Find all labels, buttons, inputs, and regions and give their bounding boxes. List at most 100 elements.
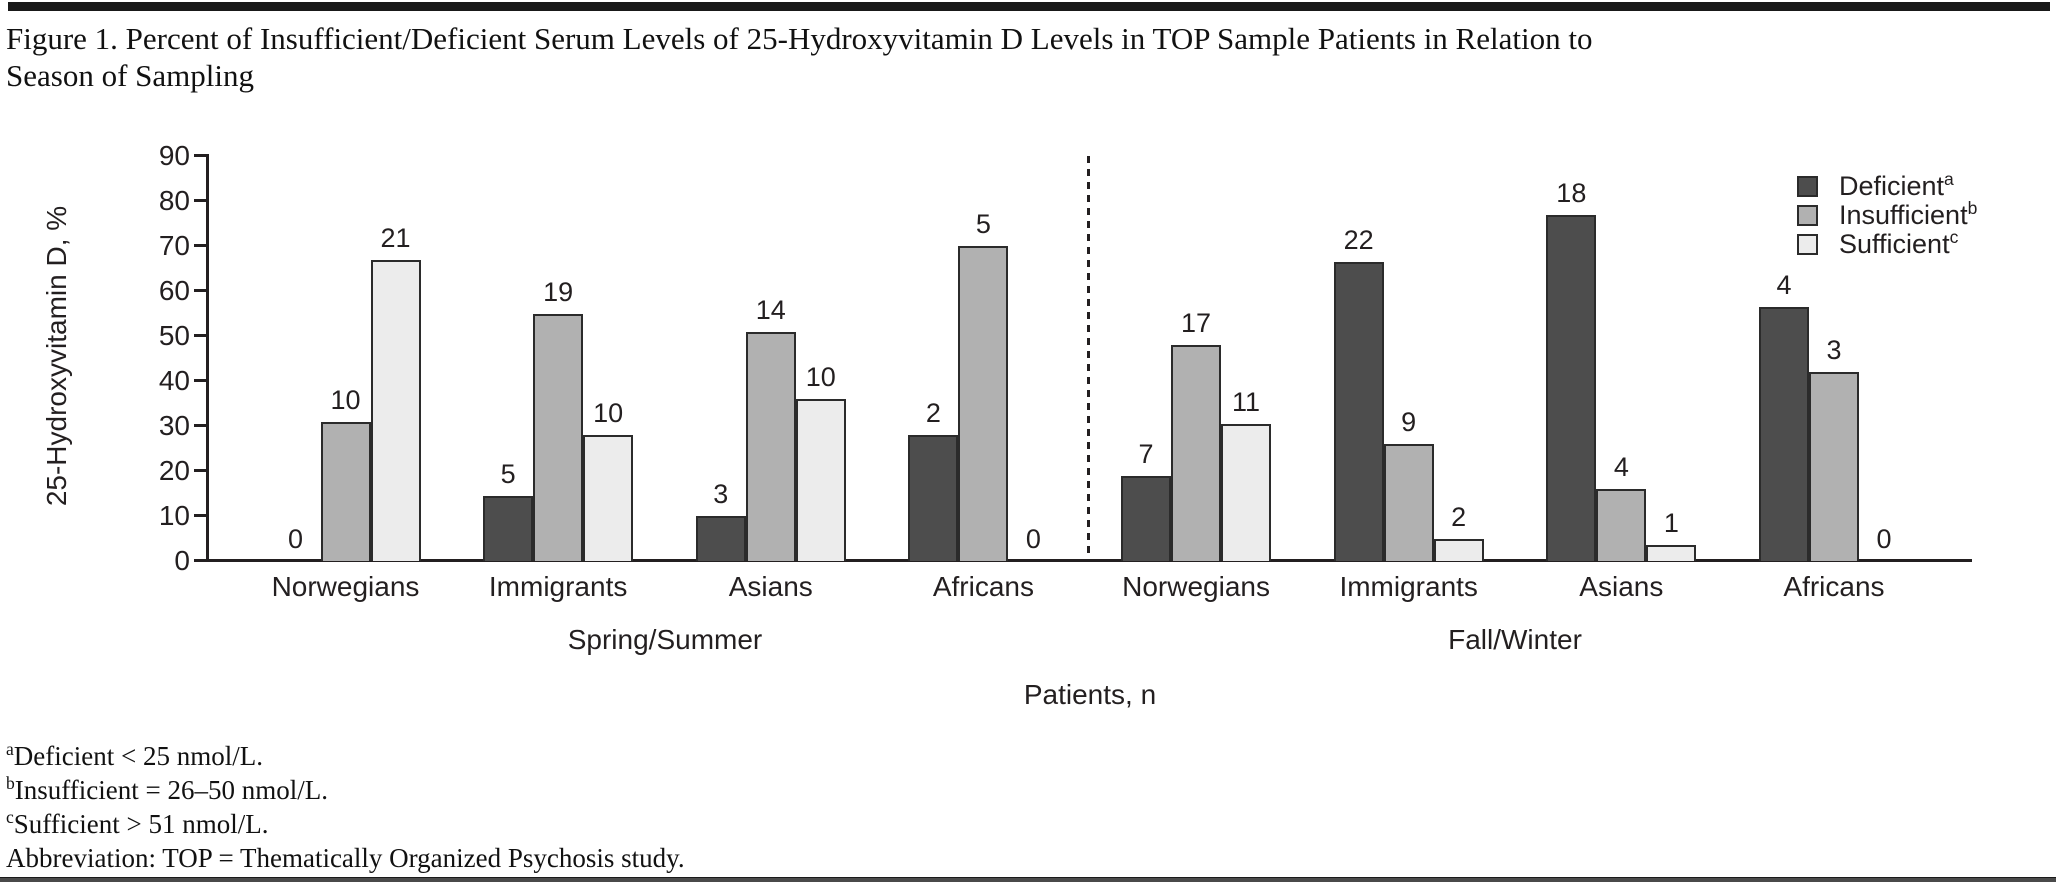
count-label-spring-summer-africans-insufficient: 5 [975, 209, 991, 239]
figure-title: Figure 1. Percent of Insufficient/Defici… [6, 21, 1593, 93]
top-border-rule [8, 2, 2050, 11]
bar-spring-summer-africans-insufficient [958, 246, 1009, 561]
y-tick-10 [194, 514, 206, 517]
count-label-fall-winter-norwegians-deficient: 7 [1138, 438, 1154, 469]
y-axis-title: 25-Hydroxyvitamin D, % [41, 205, 72, 507]
count-label-spring-summer-africans-sufficient: 0 [1025, 524, 1041, 554]
y-tick-0 [194, 559, 206, 562]
bar-spring-summer-africans-deficient [908, 435, 959, 561]
bottom-border-rule [0, 877, 2056, 882]
count-label-fall-winter-africans-insufficient: 3 [1826, 335, 1842, 365]
season-label-spring-summer: Spring/Summer [567, 624, 763, 655]
footnote-insufficient: bInsufficient = 26–50 nmol/L. [6, 773, 328, 805]
count-label-fall-winter-immigrants-insufficient: 9 [1401, 407, 1417, 437]
count-label-fall-winter-immigrants-sufficient: 2 [1451, 501, 1467, 532]
legend-swatch-sufficient [1797, 234, 1818, 255]
bar-fall-winter-immigrants-deficient [1333, 261, 1384, 561]
season-label-fall-winter: Fall/Winter [1448, 624, 1582, 655]
y-tick-label-30: 30 [158, 409, 190, 441]
bar-spring-summer-immigrants-sufficient [583, 435, 634, 561]
count-label-spring-summer-asians-insufficient: 14 [755, 294, 786, 325]
y-tick-50 [194, 334, 206, 337]
count-label-spring-summer-asians-sufficient: 10 [805, 362, 836, 392]
y-tick-30 [194, 424, 206, 427]
legend: Deficienta Insufficientb Sufficientc [1797, 169, 1978, 259]
footnote-sufficient: cSufficient > 51 nmol/L. [6, 807, 269, 839]
y-tick-90 [194, 154, 206, 157]
count-label-fall-winter-africans-deficient: 4 [1776, 269, 1792, 300]
y-tick-label-80: 80 [158, 184, 190, 216]
bar-fall-winter-asians-insufficient [1596, 489, 1647, 561]
y-tick-label-0: 0 [174, 544, 190, 576]
bar-spring-summer-immigrants-insufficient [533, 313, 584, 561]
category-label-spring-summer-africans: Africans [932, 571, 1034, 602]
y-tick-20 [194, 469, 206, 472]
count-label-spring-summer-norwegians-insufficient: 10 [330, 384, 361, 415]
x-axis-line [206, 559, 1972, 562]
y-tick-label-90: 90 [158, 139, 190, 171]
bar-spring-summer-asians-insufficient [745, 331, 796, 561]
category-label-fall-winter-africans: Africans [1783, 571, 1885, 602]
bar-spring-summer-asians-sufficient [795, 399, 846, 561]
category-label-spring-summer-norwegians: Norwegians [271, 571, 420, 602]
count-label-fall-winter-asians-deficient: 18 [1556, 177, 1587, 208]
y-tick-70 [194, 244, 206, 247]
bar-spring-summer-asians-deficient [695, 516, 746, 561]
y-tick-80 [194, 199, 206, 202]
category-label-spring-summer-asians: Asians [728, 571, 813, 602]
bar-fall-winter-immigrants-sufficient [1433, 538, 1484, 561]
bar-fall-winter-asians-sufficient [1646, 545, 1697, 561]
y-tick-label-20: 20 [158, 454, 190, 486]
season-divider-dashed-line [1087, 156, 1090, 560]
legend-swatch-deficient [1797, 176, 1818, 197]
y-axis-line [206, 154, 209, 562]
count-label-fall-winter-asians-insufficient: 4 [1613, 452, 1629, 482]
y-tick-label-70: 70 [158, 229, 190, 261]
legend-item-sufficient: Sufficientc [1797, 227, 1977, 259]
bar-fall-winter-norwegians-insufficient [1171, 345, 1222, 561]
bar-fall-winter-norwegians-sufficient [1221, 423, 1272, 561]
legend-item-deficient: Deficienta [1797, 169, 1977, 201]
y-tick-label-40: 40 [158, 364, 190, 396]
count-label-fall-winter-norwegians-insufficient: 17 [1181, 308, 1212, 338]
bar-fall-winter-africans-deficient [1758, 306, 1809, 561]
y-tick-60 [194, 289, 206, 292]
bar-fall-winter-norwegians-deficient [1121, 475, 1172, 561]
count-label-fall-winter-asians-sufficient: 1 [1663, 508, 1679, 539]
bar-spring-summer-immigrants-deficient [483, 495, 534, 561]
category-label-fall-winter-immigrants: Immigrants [1339, 571, 1478, 602]
bar-spring-summer-norwegians-sufficient [370, 259, 421, 561]
footnote-deficient: aDeficient < 25 nmol/L. [6, 739, 263, 771]
bar-spring-summer-norwegians-insufficient [320, 421, 371, 561]
y-tick-label-50: 50 [158, 319, 190, 351]
x-axis-title: Patients, n [1023, 679, 1157, 710]
count-label-fall-winter-africans-sufficient: 0 [1876, 524, 1892, 554]
count-label-fall-winter-immigrants-deficient: 22 [1343, 224, 1374, 255]
count-label-spring-summer-immigrants-deficient: 5 [500, 458, 516, 489]
category-label-fall-winter-norwegians: Norwegians [1122, 571, 1270, 602]
y-tick-label-60: 60 [158, 274, 190, 306]
bar-fall-winter-africans-insufficient [1808, 372, 1859, 561]
count-label-spring-summer-norwegians-sufficient: 21 [380, 222, 411, 253]
legend-swatch-insufficient [1797, 205, 1818, 226]
footnote-abbreviation: Abbreviation: TOP = Thematically Organiz… [6, 843, 685, 873]
count-label-spring-summer-immigrants-sufficient: 10 [593, 398, 624, 428]
y-tick-40 [194, 379, 206, 382]
category-label-spring-summer-immigrants: Immigrants [488, 571, 628, 602]
count-label-fall-winter-norwegians-sufficient: 11 [1232, 386, 1261, 417]
legend-label-insufficient: Insufficientb [1839, 198, 1978, 230]
y-tick-label-10: 10 [158, 499, 190, 531]
count-label-spring-summer-africans-deficient: 2 [925, 398, 941, 428]
footnotes: aDeficient < 25 nmol/L. bInsufficient = … [6, 739, 2006, 875]
bar-fall-winter-immigrants-insufficient [1383, 444, 1434, 561]
bar-fall-winter-asians-deficient [1546, 214, 1597, 561]
count-label-spring-summer-norwegians-deficient: 0 [287, 524, 304, 554]
count-label-spring-summer-asians-deficient: 3 [713, 479, 729, 509]
legend-label-sufficient: Sufficientc [1839, 227, 1959, 259]
legend-label-deficient: Deficienta [1839, 169, 1954, 201]
legend-item-insufficient: Insufficientb [1797, 198, 1978, 230]
count-label-spring-summer-immigrants-insufficient: 19 [543, 276, 574, 307]
category-label-fall-winter-asians: Asians [1579, 571, 1664, 602]
